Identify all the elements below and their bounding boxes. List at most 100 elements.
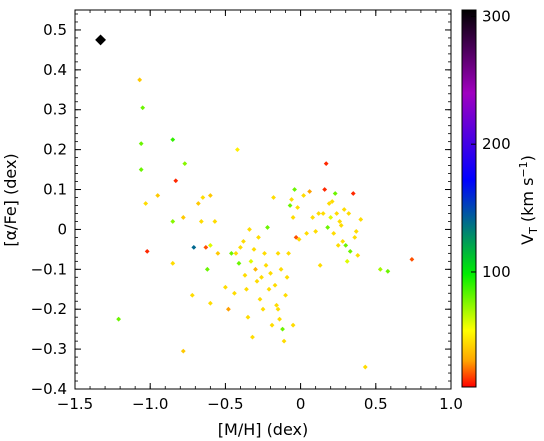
data-point <box>247 227 252 232</box>
data-point <box>274 302 279 308</box>
x-tick-label: −1.0 <box>132 395 168 413</box>
data-point <box>155 193 161 198</box>
data-point <box>191 244 197 250</box>
data-point <box>289 197 294 202</box>
data-point <box>283 292 288 298</box>
data-point <box>173 178 179 184</box>
data-point <box>269 322 275 328</box>
data-point <box>293 235 299 240</box>
x-tick-label: −1.5 <box>57 395 93 413</box>
data-point <box>362 364 368 370</box>
data-point <box>215 250 221 256</box>
data-point <box>292 187 297 192</box>
data-point <box>223 284 228 290</box>
data-point <box>338 223 344 228</box>
data-point <box>307 189 313 194</box>
colorbar-gradient <box>461 9 477 388</box>
x-tick-label: 0 <box>296 395 306 413</box>
data-point <box>275 250 281 256</box>
colorbar-label-close: ) <box>518 155 537 161</box>
y-axis-ticks: −0.4 −0.3 −0.2 −0.1 0 0.1 0.2 0.3 0.4 0.5 <box>31 13 451 398</box>
data-point <box>280 326 285 332</box>
colorbar-ticks: 100 200 300 <box>471 7 511 281</box>
y-tick-label: 0.5 <box>43 21 67 39</box>
data-point <box>203 244 209 250</box>
data-point <box>295 205 300 210</box>
data-point <box>377 266 383 272</box>
data-point <box>140 105 146 111</box>
data-point <box>198 219 204 224</box>
data-point <box>323 161 329 166</box>
data-point <box>238 244 243 250</box>
data-point <box>182 161 188 166</box>
data-point <box>310 215 316 220</box>
data-point <box>341 207 347 212</box>
data-point <box>245 314 251 320</box>
data-point <box>137 77 143 83</box>
data-point <box>358 217 364 222</box>
x-axis-label: [M/H] (dex) <box>218 420 308 439</box>
data-point <box>236 260 242 266</box>
data-point <box>242 272 248 278</box>
data-point <box>266 286 272 292</box>
data-point <box>248 258 254 264</box>
data-point <box>138 167 144 172</box>
data-point <box>344 258 350 264</box>
y-tick-label: 0.3 <box>43 101 67 119</box>
data-point <box>233 250 239 256</box>
data-point <box>284 274 290 280</box>
data-point <box>332 191 338 196</box>
y-tick-label: −0.2 <box>31 300 67 318</box>
data-point <box>259 274 264 280</box>
data-point <box>334 211 340 216</box>
data-point <box>286 250 291 256</box>
data-point <box>254 278 260 284</box>
data-point <box>235 147 240 153</box>
x-tick-label: 1.0 <box>439 395 463 413</box>
data-point <box>232 290 237 296</box>
y-axis-label: [α/Fe] (dex) <box>1 153 20 246</box>
data-point <box>226 306 231 312</box>
y-tick-label: 0 <box>57 220 67 238</box>
data-point <box>409 256 415 262</box>
y-tick-label: 0.4 <box>43 61 67 79</box>
data-point <box>262 250 267 256</box>
y-tick-label: −0.4 <box>31 380 67 398</box>
data-point <box>322 187 328 192</box>
x-tick-label: −0.5 <box>207 395 243 413</box>
data-point <box>251 246 257 252</box>
data-point <box>253 266 258 272</box>
data-point <box>325 225 331 230</box>
data-point <box>296 236 302 242</box>
data-point <box>281 338 287 344</box>
data-point <box>328 215 334 220</box>
data-point <box>212 219 218 224</box>
colorbar: 100 200 300 VT (km s−1) <box>461 7 540 388</box>
data-point <box>241 238 246 244</box>
data-point <box>95 34 106 46</box>
data-point <box>116 316 122 322</box>
data-point <box>256 235 261 240</box>
data-point <box>290 215 296 220</box>
colorbar-label: VT (km s−1) <box>517 155 540 245</box>
data-point <box>263 262 269 268</box>
data-point <box>316 211 322 216</box>
data-point <box>350 191 356 196</box>
data-point <box>337 219 343 224</box>
data-point <box>180 348 186 354</box>
data-point <box>331 231 337 236</box>
data-point <box>290 322 296 328</box>
colorbar-label-v: V <box>518 234 537 245</box>
colorbar-label-units: (km s <box>518 178 537 228</box>
y-tick-label: −0.1 <box>31 260 67 278</box>
data-point <box>385 268 391 274</box>
data-point <box>304 231 310 236</box>
x-tick-label: 0.5 <box>364 395 388 413</box>
data-point <box>272 282 278 288</box>
data-point <box>170 219 176 224</box>
data-point <box>260 306 266 312</box>
data-point <box>195 201 201 206</box>
data-point <box>287 203 293 208</box>
colorbar-tick-label: 200 <box>482 135 511 153</box>
